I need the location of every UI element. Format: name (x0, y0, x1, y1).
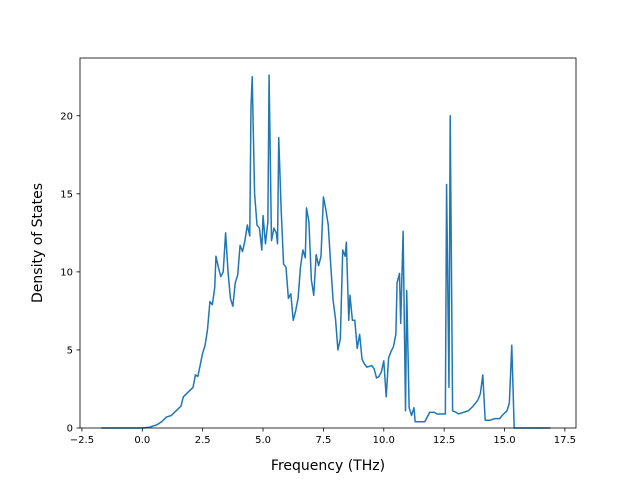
plot-frame (79, 57, 577, 429)
x-tick-label: 15.0 (493, 435, 515, 446)
x-tick-label: 12.5 (433, 435, 455, 446)
x-tick-label: 7.5 (315, 435, 331, 446)
y-tick-label: 5 (67, 345, 73, 356)
x-tick-label: 17.5 (554, 435, 576, 446)
x-axis-label: Frequency (THz) (271, 458, 385, 474)
x-tick-label: 2.5 (195, 435, 211, 446)
y-tick-label: 10 (60, 267, 73, 278)
x-tick-label: −2.5 (70, 435, 94, 446)
y-axis-label: Density of States (30, 183, 46, 303)
line-series (101, 74, 551, 429)
x-tick-label: 0.0 (134, 435, 150, 446)
x-tick-label: 5.0 (255, 435, 271, 446)
y-tick-label: 15 (60, 189, 73, 200)
y-tick-label: 20 (60, 111, 73, 122)
y-tick-label: 0 (67, 424, 73, 435)
x-tick-label: 10.0 (373, 435, 395, 446)
